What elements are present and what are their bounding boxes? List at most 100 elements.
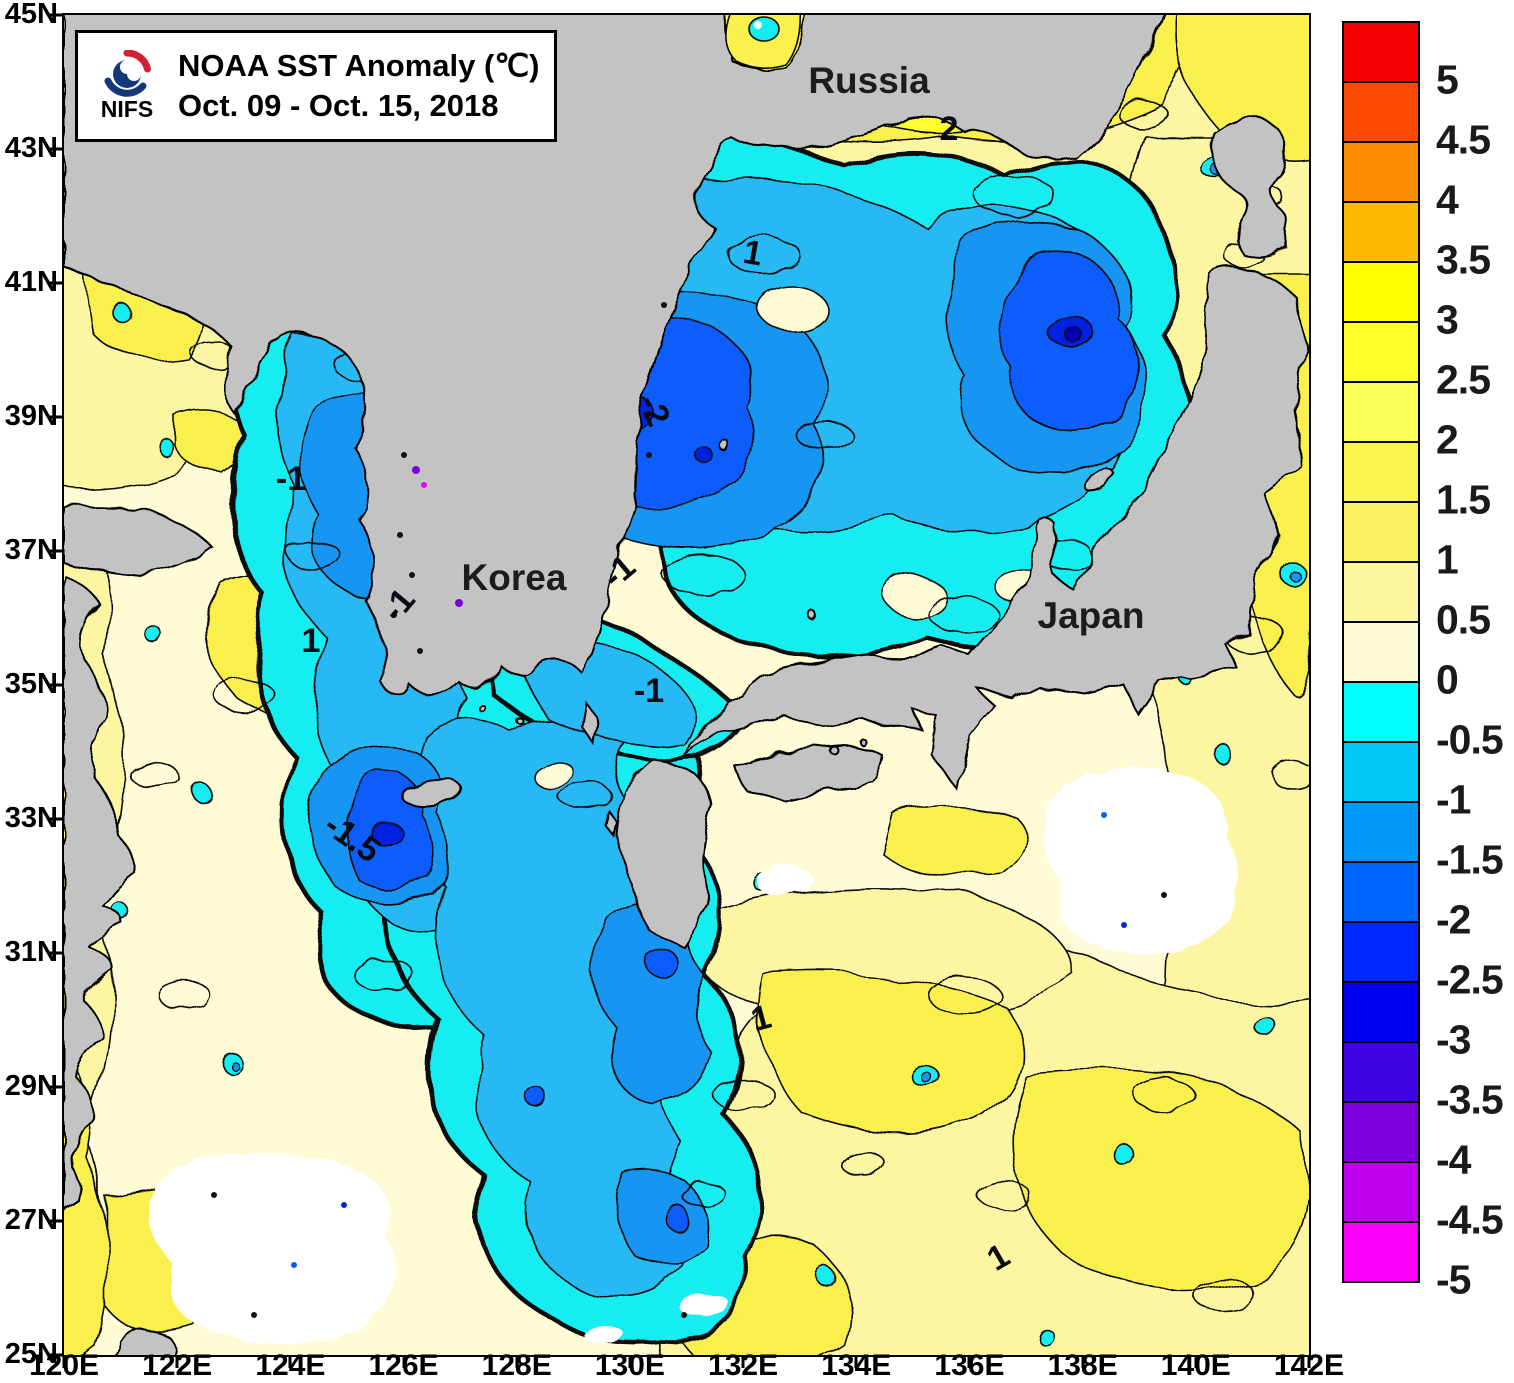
lon-tick <box>402 1355 406 1368</box>
colorbar-tick-label: 2.5 <box>1436 356 1491 403</box>
lat-tick <box>48 549 62 553</box>
colorbar-cell <box>1344 983 1418 1043</box>
land-honshu <box>680 265 1308 793</box>
land-shandong <box>64 505 214 577</box>
colorbar-cell <box>1344 743 1418 803</box>
lat-tick <box>48 1085 62 1089</box>
colorbar-tick-label: 1 <box>1436 536 1459 583</box>
land-jeju <box>401 778 463 808</box>
lat-tick <box>48 817 62 821</box>
land-mainland-korea-russia <box>64 15 1164 696</box>
colorbar-tick-label: -1 <box>1436 776 1471 823</box>
lat-tick <box>48 1353 62 1357</box>
title-box: NIFS NOAA SST Anomaly (℃) Oct. 09 - Oct.… <box>75 30 557 142</box>
map-title: NOAA SST Anomaly (℃) <box>178 48 540 83</box>
colorbar-cell <box>1344 83 1418 143</box>
colorbar-tick-label: -2 <box>1436 896 1471 943</box>
colorbar-tick-label: -5 <box>1436 1256 1471 1303</box>
colorbar-cells <box>1342 21 1420 1283</box>
map-plot-area: Russia Korea Japan 2 1 -2 -1 -1 -1 1 -1 -1.5 1 1 <box>62 13 1311 1357</box>
land-taiwan-tip <box>113 1329 177 1355</box>
lon-tick <box>1307 1355 1311 1368</box>
colorbar-cell <box>1344 263 1418 323</box>
lat-tick <box>48 683 62 687</box>
colorbar-cell <box>1344 1103 1418 1163</box>
lat-tick <box>48 13 62 17</box>
colorbar-cell <box>1344 623 1418 683</box>
lat-tick <box>48 1219 62 1223</box>
colorbar-tick-label: 0.5 <box>1436 596 1491 643</box>
colorbar-tick-label: -4.5 <box>1436 1196 1504 1243</box>
colorbar-tick-label: 4.5 <box>1436 116 1491 163</box>
lon-tick <box>515 1355 519 1368</box>
colorbar-tick-label: -3 <box>1436 1016 1471 1063</box>
coastal-speckles <box>391 302 667 654</box>
colorbar-cell <box>1344 143 1418 203</box>
cloud-speckles <box>211 812 1167 1318</box>
colorbar-cell <box>1344 923 1418 983</box>
region-label-japan: Japan <box>1038 595 1145 636</box>
land-china-coast <box>64 573 136 1213</box>
colorbar-cell <box>1344 803 1418 863</box>
colorbar-cell <box>1344 1163 1418 1223</box>
region-label-korea: Korea <box>462 557 567 598</box>
contour-value-label: -1 <box>634 672 664 710</box>
colorbar-tick-label: 4 <box>1436 176 1459 223</box>
colorbar-tick-label: -3.5 <box>1436 1076 1504 1123</box>
colorbar-cell <box>1344 503 1418 563</box>
colorbar-cell <box>1344 563 1418 623</box>
lat-tick <box>48 147 62 151</box>
lon-tick <box>62 1355 66 1368</box>
lon-tick <box>967 1355 971 1368</box>
lon-tick <box>288 1355 292 1368</box>
region-labels: Russia Korea Japan <box>462 60 1145 636</box>
land-masses <box>64 15 1308 1355</box>
colorbar-cell <box>1344 1043 1418 1103</box>
colorbar-cell <box>1344 23 1418 83</box>
missing-data-clouds <box>149 769 1239 1346</box>
colorbar-tick-label: 1.5 <box>1436 476 1491 523</box>
land-shikoku <box>734 743 886 802</box>
lat-tick <box>48 415 62 419</box>
nifs-logo-icon <box>104 49 151 97</box>
region-label-russia: Russia <box>808 60 930 101</box>
colorbar-tick-label: 5 <box>1436 56 1459 103</box>
land-kyushu <box>614 758 714 949</box>
contour-value-label: 1 <box>302 622 321 660</box>
nifs-logo: NIFS <box>84 49 170 123</box>
lon-tick <box>175 1355 179 1368</box>
colorbar-cell <box>1344 1223 1418 1281</box>
map-date-range: Oct. 09 - Oct. 15, 2018 <box>178 88 499 123</box>
colorbar-tick-label: -1.5 <box>1436 836 1504 883</box>
contour-value-label: -1 <box>276 460 306 498</box>
colorbar-tick-label: -0.5 <box>1436 716 1504 763</box>
lat-tick <box>48 281 62 285</box>
colorbar-cell <box>1344 683 1418 743</box>
colorbar-cell <box>1344 863 1418 923</box>
land-hokkaido <box>1210 117 1290 258</box>
colorbar-tick-label: -4 <box>1436 1136 1471 1183</box>
lon-tick <box>628 1355 632 1368</box>
lon-tick <box>854 1355 858 1368</box>
lat-tick <box>48 951 62 955</box>
land-sado <box>1084 468 1116 494</box>
colorbar-cell <box>1344 383 1418 443</box>
colorbar-cell <box>1344 443 1418 503</box>
contour-rings <box>129 68 1309 1312</box>
contour-value-label: 2 <box>940 110 959 148</box>
colorbar-tick-label: -2.5 <box>1436 956 1504 1003</box>
nifs-logo-label: NIFS <box>100 95 154 122</box>
lon-tick <box>1194 1355 1198 1368</box>
colorbar-tick-label: 3.5 <box>1436 236 1491 283</box>
colorbar-tick-label: 3 <box>1436 296 1459 343</box>
colorbar-cell <box>1344 203 1418 263</box>
colorbar-tick-label: 2 <box>1436 416 1459 463</box>
land-tsushima <box>580 700 599 746</box>
lon-tick <box>741 1355 745 1368</box>
colorbar-cell <box>1344 323 1418 383</box>
lake-khanka <box>725 15 802 69</box>
colorbar-tick-label: 0 <box>1436 656 1459 703</box>
lon-tick <box>1081 1355 1085 1368</box>
